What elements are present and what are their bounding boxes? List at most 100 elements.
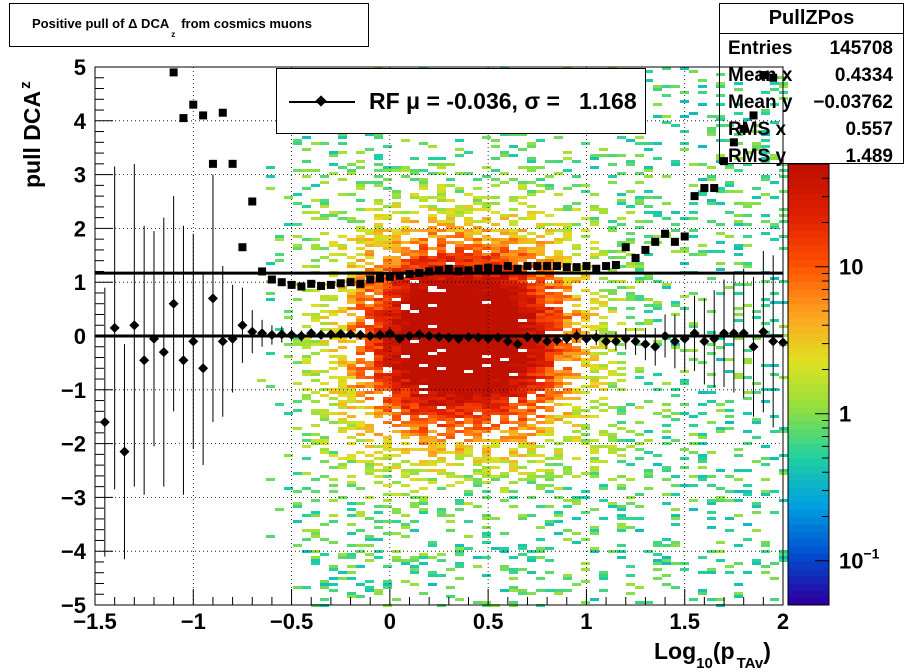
heatmap-cell [473, 436, 482, 439]
heatmap-cell [716, 241, 725, 244]
heatmap-cell [590, 406, 599, 409]
heatmap-cell [428, 205, 437, 208]
heatmap-cell [482, 472, 491, 475]
heatmap-cell [518, 292, 527, 295]
heatmap-cell [491, 382, 500, 385]
heatmap-cell [482, 196, 491, 199]
heatmap-cell [437, 316, 446, 319]
heatmap-cell [311, 340, 320, 343]
heatmap-cell [419, 379, 428, 382]
heatmap-cell [428, 583, 437, 586]
heatmap-cell [365, 304, 374, 307]
heatmap-cell [455, 304, 464, 307]
heatmap-cell [428, 172, 437, 175]
heatmap-cell [581, 325, 590, 328]
heatmap-cell [689, 499, 698, 502]
heatmap-cell [428, 307, 437, 310]
heatmap-cell [491, 397, 500, 400]
heatmap-cell [671, 250, 680, 253]
heatmap-cell [392, 166, 401, 169]
heatmap-cell [617, 388, 626, 391]
heatmap-cell [374, 463, 383, 466]
heatmap-cell [572, 202, 581, 205]
heatmap-cell [446, 346, 455, 349]
heatmap-cell [698, 403, 707, 406]
heatmap-cell [455, 562, 464, 565]
heatmap-cell [419, 403, 428, 406]
heatmap-cell [527, 295, 536, 298]
heatmap-cell [302, 343, 311, 346]
heatmap-cell [518, 589, 527, 592]
heatmap-cell [374, 379, 383, 382]
x-tick-label: −1.5 [73, 609, 116, 634]
heatmap-cell [329, 388, 338, 391]
heatmap-cell [347, 571, 356, 574]
heatmap-cell [446, 451, 455, 454]
heatmap-cell [500, 274, 509, 277]
heatmap-cell [518, 310, 527, 313]
heatmap-cell [356, 208, 365, 211]
heatmap-cell [320, 523, 329, 526]
heatmap-cell [554, 280, 563, 283]
heatmap-cell [599, 397, 608, 400]
heatmap-cell [374, 319, 383, 322]
heatmap-cell [428, 277, 437, 280]
heatmap-cell [329, 211, 338, 214]
heatmap-cell [401, 451, 410, 454]
heatmap-cell [518, 346, 527, 349]
heatmap-cell [599, 328, 608, 331]
heatmap-cell [419, 286, 428, 289]
colorbar-swatch [788, 369, 829, 378]
heatmap-cell [500, 487, 509, 490]
heatmap-cell [437, 400, 446, 403]
heatmap-cell [428, 259, 437, 262]
heatmap-cell [401, 430, 410, 433]
heatmap-cell [293, 343, 302, 346]
heatmap-cell [383, 346, 392, 349]
heatmap-cell [635, 262, 644, 265]
heatmap-cell [527, 142, 536, 145]
heatmap-cell [491, 256, 500, 259]
heatmap-cell [428, 571, 437, 574]
heatmap-cell [392, 262, 401, 265]
heatmap-cell [554, 415, 563, 418]
heatmap-cell [734, 112, 743, 115]
heatmap-cell [554, 448, 563, 451]
heatmap-cell [383, 403, 392, 406]
heatmap-cell [590, 208, 599, 211]
heatmap-cell [536, 286, 545, 289]
heatmap-cell [608, 406, 617, 409]
heatmap-cell [428, 361, 437, 364]
heatmap-cell [527, 250, 536, 253]
heatmap-cell [419, 370, 428, 373]
heatmap-cell [770, 301, 779, 304]
heatmap-cell [545, 415, 554, 418]
heatmap-cell [743, 412, 752, 415]
heatmap-cell [761, 550, 770, 553]
heatmap-cell [509, 421, 518, 424]
heatmap-cell [734, 214, 743, 217]
heatmap-cell [518, 343, 527, 346]
heatmap-cell [446, 214, 455, 217]
heatmap-cell [500, 304, 509, 307]
heatmap-cell [356, 565, 365, 568]
heatmap-cell [698, 436, 707, 439]
colorbar-swatch [788, 362, 829, 371]
heatmap-cell [455, 226, 464, 229]
heatmap-cell [401, 394, 410, 397]
heatmap-cell [527, 310, 536, 313]
heatmap-cell [437, 262, 446, 265]
heatmap-cell [464, 376, 473, 379]
heatmap-cell [302, 397, 311, 400]
heatmap-cell [752, 145, 761, 148]
heatmap-cell [446, 400, 455, 403]
heatmap-cell [572, 376, 581, 379]
heatmap-cell [383, 583, 392, 586]
heatmap-cell [338, 577, 347, 580]
heatmap-cell [410, 496, 419, 499]
heatmap-cell [581, 349, 590, 352]
heatmap-cell [356, 349, 365, 352]
heatmap-cell [482, 469, 491, 472]
heatmap-cell [761, 463, 770, 466]
